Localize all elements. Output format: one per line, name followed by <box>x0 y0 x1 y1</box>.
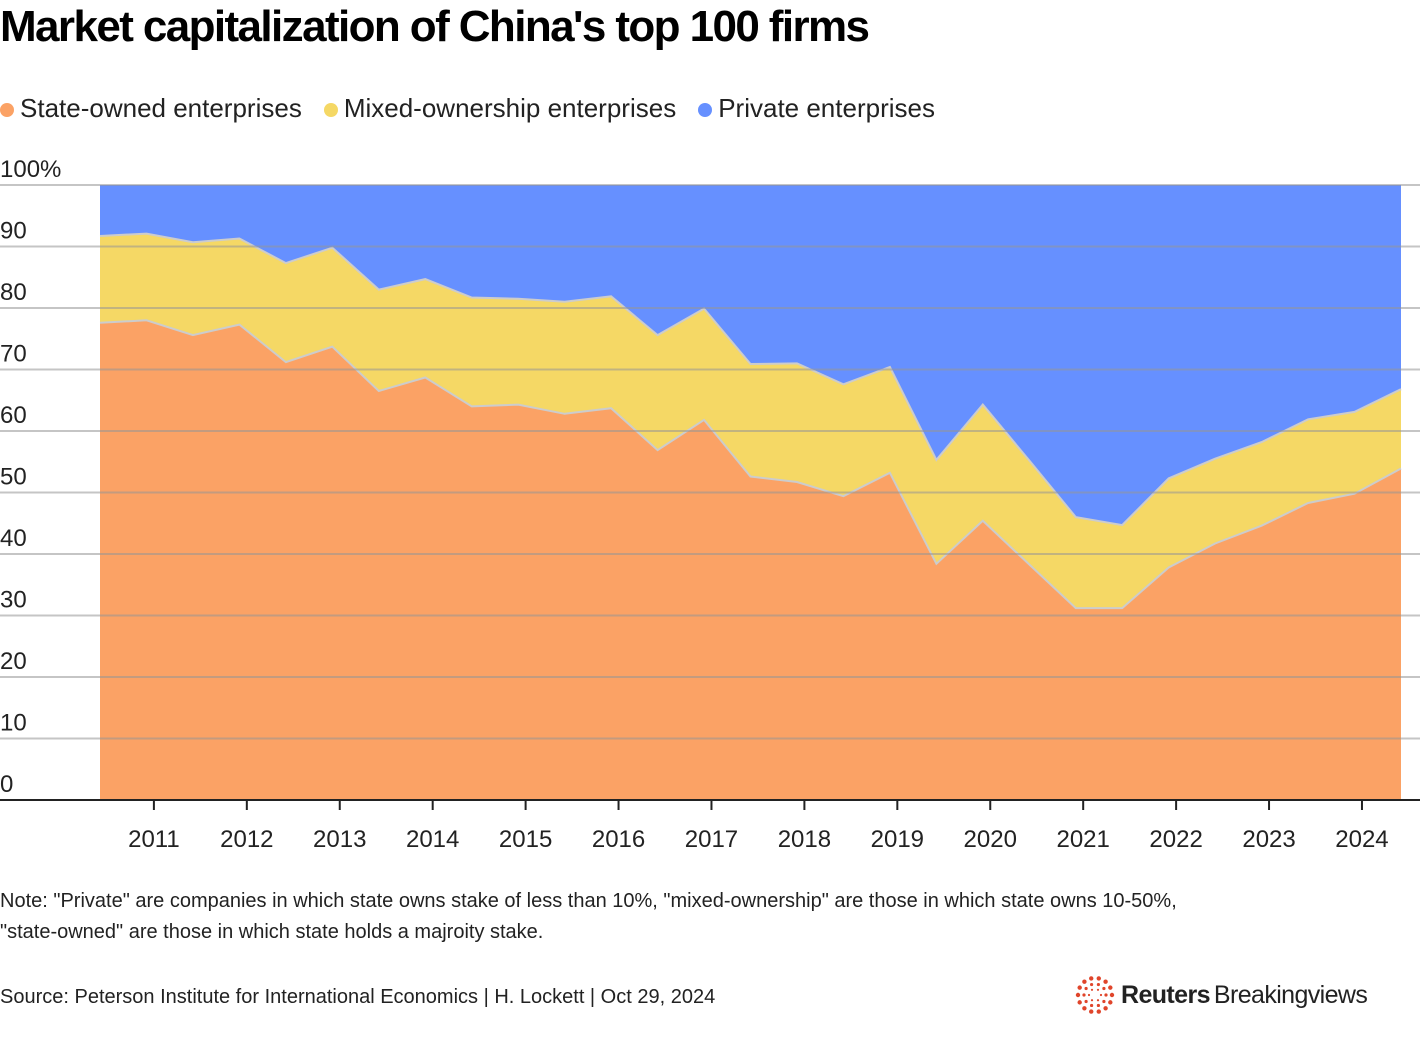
source-credit: Source: Peterson Institute for Internati… <box>0 986 716 1008</box>
logo-dot <box>1096 976 1101 981</box>
brand-name: Reuters <box>1121 980 1211 1009</box>
legend-swatch-private <box>698 103 713 117</box>
area-mixed <box>100 233 1401 609</box>
logo-dot <box>1077 1000 1082 1005</box>
y-tick-label: 40 <box>0 525 27 552</box>
brand-logo: Reuters Breakingviews <box>1075 975 1368 1015</box>
x-tick-label: 2022 <box>1149 826 1202 853</box>
logo-dot <box>1103 1006 1108 1011</box>
logo-dot <box>1108 985 1113 990</box>
y-tick-label: 10 <box>0 710 27 737</box>
logo-dot <box>1103 979 1108 984</box>
logo-dot <box>1096 982 1100 987</box>
boundary-line-mixed <box>99 232 1402 527</box>
legend-item-mixed: Mixed-ownership enterprises <box>323 92 677 124</box>
y-tick-label: 70 <box>0 341 27 368</box>
logo-dot <box>1077 985 1082 990</box>
x-tick-label: 2021 <box>1056 826 1109 853</box>
y-tick-label: 30 <box>0 587 27 614</box>
y-tick-label: 80 <box>0 279 27 306</box>
logo-dot <box>1096 988 1100 991</box>
legend-item-private: Private enterprises <box>698 92 935 124</box>
area-state <box>100 320 1401 800</box>
legend-label-state: State-owned enterprises <box>20 93 302 123</box>
logo-dot <box>1089 1009 1094 1014</box>
x-axis: 2011 2012 2013 2014 2015 2016 2017 2018 2019 2020… <box>0 799 1420 853</box>
legend: State-owned enterprises Mixed-ownership … <box>0 92 957 124</box>
logo-dot <box>1087 993 1091 997</box>
legend-label-private: Private enterprises <box>718 93 935 123</box>
logo-dot <box>1075 992 1081 998</box>
legend-swatch-state <box>0 103 14 117</box>
logo-dot <box>1089 976 1094 981</box>
x-tick-label: 2018 <box>778 826 831 853</box>
stacked-area-chart: 0 10 20 30 40 50 60 70 80 90 100% 2011 2012 2013 2014… <box>0 156 1420 853</box>
area-layer <box>99 185 1402 800</box>
x-tick-label: 2015 <box>499 826 552 853</box>
area-private <box>100 185 1401 526</box>
x-tick-label: 2017 <box>685 826 738 853</box>
logo-dot <box>1082 979 1087 984</box>
logo-dot <box>1102 999 1106 1004</box>
logo-dot <box>1109 992 1115 998</box>
logo-dot <box>1082 993 1086 997</box>
logo-dot <box>1090 982 1094 987</box>
x-tick-label: 2020 <box>964 826 1017 853</box>
logo-dot <box>1102 986 1106 991</box>
logo-dot <box>1099 993 1103 997</box>
y-tick-label: 0 <box>0 771 13 798</box>
logo-dot <box>1084 986 1088 991</box>
x-tick-label: 2019 <box>871 826 924 853</box>
y-tick-label: 60 <box>0 402 27 429</box>
gridlines <box>0 184 1420 740</box>
y-tick-label: 50 <box>0 464 27 491</box>
brand-sub: Breakingviews <box>1213 980 1368 1009</box>
legend-swatch-mixed <box>323 103 338 117</box>
logo-dot <box>1090 988 1094 991</box>
logo-dot <box>1096 1003 1100 1008</box>
logo-dot <box>1096 1009 1101 1014</box>
y-tick-label: 100% <box>0 156 61 183</box>
x-tick-label: 2014 <box>406 826 459 853</box>
x-tick-label: 2013 <box>313 826 366 853</box>
y-tick-label: 20 <box>0 648 27 675</box>
logo-dot <box>1090 999 1094 1002</box>
legend-label-mixed: Mixed-ownership enterprises <box>343 93 677 123</box>
boundary-line-state <box>99 319 1402 610</box>
legend-item-state: State-owned enterprises <box>0 92 302 124</box>
note-line-2: "state-owned" are those in which state h… <box>0 921 544 943</box>
x-tick-label: 2016 <box>592 826 645 853</box>
logo-dot <box>1096 999 1100 1002</box>
y-axis: 0 10 20 30 40 50 60 70 80 90 100% <box>0 156 61 798</box>
logo-dot <box>1082 1006 1087 1011</box>
note-line-1: Note: "Private" are companies in which s… <box>0 890 1177 912</box>
x-tick-label: 2023 <box>1242 826 1295 853</box>
chart-note: Note: "Private" are companies in which s… <box>0 886 1420 948</box>
x-tick-label: 2024 <box>1335 826 1388 853</box>
y-tick-label: 90 <box>0 218 27 245</box>
logo-dot <box>1104 993 1108 997</box>
x-tick-label: 2011 <box>128 826 180 853</box>
reuters-dots-icon <box>1075 976 1115 1014</box>
x-tick-label: 2012 <box>220 826 273 853</box>
logo-dot <box>1090 1003 1094 1008</box>
logo-dot <box>1108 1000 1113 1005</box>
chart-title: Market capitalization of China's top 100… <box>0 2 870 51</box>
logo-dot <box>1084 999 1088 1004</box>
